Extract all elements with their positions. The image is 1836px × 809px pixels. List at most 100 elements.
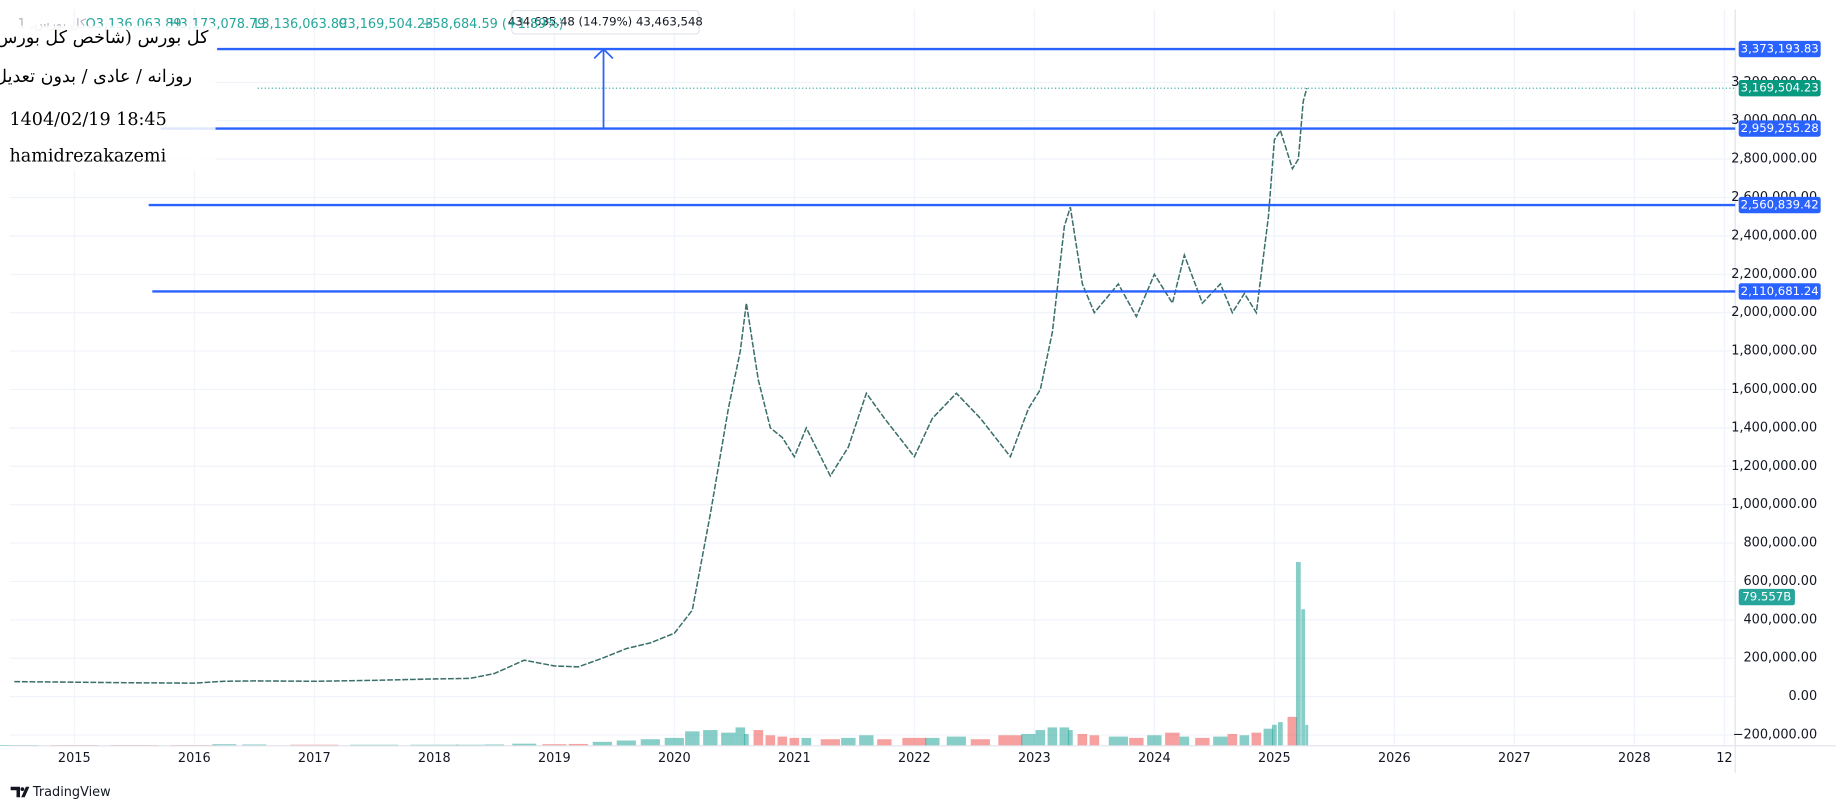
volume-bar [1067, 730, 1073, 746]
volume-bar [765, 735, 776, 746]
volume-bar [877, 739, 892, 746]
axes: −200,000.00 0.00 200,000.00 400,000.00 600,0… [58, 75, 1817, 766]
note-title: کل بورس (شاخص کل بورس) [0, 28, 209, 48]
note-author: hamidrezakazemi [9, 146, 166, 166]
hline-label: 2,560,839.42 [1741, 198, 1819, 212]
hline-label: 2,959,255.28 [1741, 121, 1819, 135]
y-tick-label: 1,400,000.00 [1731, 420, 1817, 435]
volume-label: 79.557B [1742, 590, 1791, 604]
volume [0, 561, 1309, 746]
volume-bar [1295, 561, 1301, 746]
y-tick-label: 2,200,000.00 [1731, 267, 1817, 282]
y-tick-label: 2,000,000.00 [1731, 305, 1817, 320]
volume-bar [721, 732, 736, 746]
volume-bar [664, 737, 684, 746]
y-tick-label: 1,200,000.00 [1731, 459, 1817, 474]
y-tick-label: 0.00 [1789, 689, 1818, 704]
y-tick-label: 2,400,000.00 [1731, 228, 1817, 243]
volume-bar [1047, 727, 1058, 746]
x-tick-label: 2027 [1498, 751, 1531, 766]
volume-bar [1277, 722, 1283, 746]
volume-bar [1179, 736, 1190, 746]
y-tick-label: 800,000.00 [1744, 536, 1818, 551]
measure-label-bg [511, 9, 700, 35]
volume-bar [242, 744, 267, 746]
volume-label-bg [1738, 588, 1795, 606]
volume-bar [212, 744, 237, 746]
footer-text: TradingView [32, 785, 111, 800]
volume-bar [801, 737, 812, 746]
y-tick-label: 400,000.00 [1744, 612, 1818, 627]
hline-label-bg [1738, 40, 1821, 58]
x-tick-label: 2016 [178, 751, 211, 766]
volume-bar [592, 741, 612, 746]
note-date: 1404/02/19 18:45 [9, 110, 166, 130]
y-tick-label: 600,000.00 [1744, 574, 1818, 589]
x-tick-label: 2026 [1378, 751, 1411, 766]
volume-bar [735, 727, 746, 746]
plot [14, 87, 1308, 684]
overlay: 79.557B 3,169,504.23 3,373,193.83 2,959,255… [148, 9, 1821, 606]
volume-bar [1251, 732, 1262, 746]
last-price-label: 3,169,504.23 [1741, 81, 1819, 95]
volume-bar [703, 730, 718, 746]
x-tick-label: 2021 [778, 751, 811, 766]
volume-bar [1089, 735, 1100, 746]
volume-bar [1305, 724, 1309, 746]
y-tick-label: −200,000.00 [1733, 728, 1817, 743]
x-tick-label: 12 [1716, 751, 1732, 766]
x-tick-label: 2023 [1018, 751, 1051, 766]
volume-bar [841, 737, 856, 746]
volume-bar [753, 730, 764, 746]
volume-bar [777, 736, 788, 746]
volume-bar [1077, 733, 1088, 746]
header: کل بورس, 1 O3,136,063.89 H3,173,078.79 L… [18, 17, 564, 32]
x-tick-label: 2020 [658, 751, 691, 766]
grid [9, 9, 1736, 746]
volume-bar [820, 739, 840, 746]
volume-bar [1059, 727, 1070, 746]
hline-label: 2,110,681.24 [1741, 284, 1819, 298]
y-tick-label: 1,800,000.00 [1731, 344, 1817, 359]
x-tick-label: 2022 [898, 751, 931, 766]
volume-bar [1035, 730, 1046, 746]
measure-arrow-head [593, 47, 614, 60]
price-line [14, 87, 1308, 684]
legend-low: L3,136,063.89 [254, 17, 347, 32]
x-tick-label: 2015 [58, 751, 91, 766]
volume-bar [1108, 736, 1128, 746]
x-tick-label: 2019 [538, 751, 571, 766]
volume-bar [925, 737, 940, 746]
hline-label: 3,373,193.83 [1741, 42, 1819, 56]
volume-bar [970, 739, 990, 746]
volume-bar [640, 739, 660, 746]
volume-bar [1147, 735, 1162, 746]
volume-bar [685, 731, 700, 746]
volume-bar [1227, 733, 1238, 746]
hline-label-bg [1738, 283, 1821, 300]
volume-bar [1021, 733, 1036, 746]
x-tick-label: 2025 [1258, 751, 1291, 766]
volume-bar [484, 744, 504, 746]
x-tick-label: 2018 [418, 751, 451, 766]
last-price-bg [1738, 79, 1821, 97]
y-tick-label: 2,800,000.00 [1731, 152, 1817, 167]
x-tick-label: 2017 [298, 751, 331, 766]
volume-bar [946, 736, 966, 746]
volume-bar [512, 743, 537, 746]
x-tick-label: 2028 [1618, 751, 1651, 766]
volume-bar [998, 735, 1023, 746]
hline-label-bg [1738, 120, 1821, 137]
hline-label-bg [1738, 196, 1821, 214]
logo-dot [20, 787, 25, 791]
volume-bar [1213, 736, 1228, 746]
y-tick-label: 1,600,000.00 [1731, 382, 1817, 397]
y-tick-label: 200,000.00 [1744, 651, 1818, 666]
x-tick-label: 2024 [1138, 751, 1171, 766]
y-tick-label: 1,000,000.00 [1731, 497, 1817, 512]
volume-bar [1239, 735, 1250, 746]
volume-bar [568, 743, 588, 746]
measure-label: 434,635.48 (14.79%) 43,463,548 [508, 15, 703, 29]
volume-bar [1195, 737, 1210, 746]
